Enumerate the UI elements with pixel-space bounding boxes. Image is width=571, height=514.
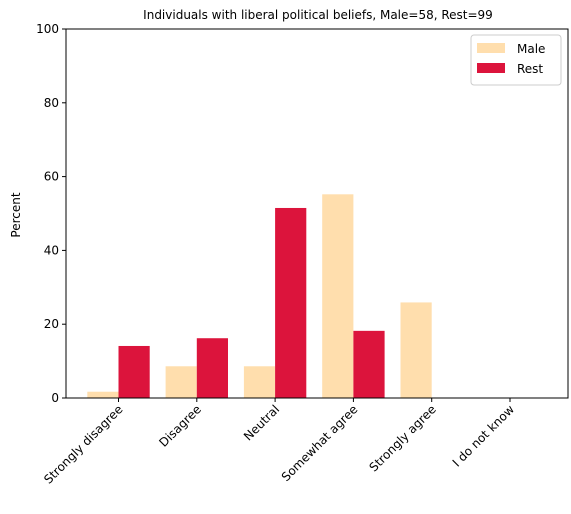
bar-rest-2 <box>275 207 307 398</box>
x-tick-label: Somewhat agree <box>279 402 361 484</box>
y-axis-label: Percent <box>9 192 23 237</box>
legend-swatch-rest <box>477 63 505 73</box>
y-tick-label: 60 <box>44 170 59 184</box>
y-axis-ticks: 0 20 40 60 80 100 <box>36 22 66 405</box>
y-tick-label: 20 <box>44 317 59 331</box>
y-tick-label: 40 <box>44 243 59 257</box>
bar-male-2 <box>243 366 276 398</box>
legend: Male Rest <box>470 34 562 86</box>
bars-layer <box>87 194 432 398</box>
bar-rest-1 <box>196 338 228 398</box>
chart-title: Individuals with liberal political belie… <box>143 8 493 22</box>
x-tick-label: Strongly agree <box>367 402 439 474</box>
bar-male-0 <box>87 391 119 398</box>
legend-swatch-male <box>477 43 505 53</box>
bar-male-1 <box>165 366 197 398</box>
x-tick-label: Disagree <box>156 402 204 450</box>
bar-male-3 <box>322 194 354 398</box>
legend-label-rest: Rest <box>517 62 543 76</box>
bar-male-4 <box>400 302 432 398</box>
bar-rest-0 <box>118 345 150 398</box>
y-tick-label: 0 <box>51 391 59 405</box>
legend-frame <box>470 34 562 86</box>
legend-label-male: Male <box>517 42 545 56</box>
x-axis-ticks: Strongly disagree Disagree NeutralSomewhat… <box>41 398 517 487</box>
y-tick-label: 80 <box>44 96 59 110</box>
y-tick-label: 100 <box>36 22 59 36</box>
x-tick-label: I do not know <box>450 402 518 470</box>
x-tick-label: Strongly disagree <box>41 402 125 486</box>
plot-area-frame <box>65 28 569 399</box>
bar-rest-3 <box>353 330 385 398</box>
x-tick-label: Neutral <box>241 402 282 443</box>
